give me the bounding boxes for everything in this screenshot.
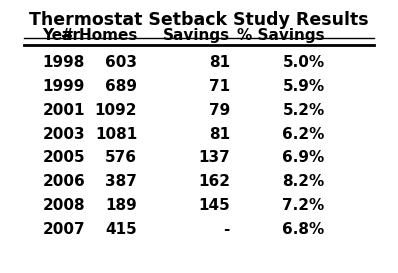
Text: 8.2%: 8.2% <box>282 174 325 189</box>
Text: 6.2%: 6.2% <box>282 127 325 142</box>
Text: 387: 387 <box>105 174 137 189</box>
Text: 5.0%: 5.0% <box>283 55 325 70</box>
Text: % Savings: % Savings <box>237 28 325 43</box>
Text: 1999: 1999 <box>43 79 85 94</box>
Text: 2003: 2003 <box>43 127 85 142</box>
Text: 145: 145 <box>198 198 230 213</box>
Text: 162: 162 <box>198 174 230 189</box>
Text: 6.9%: 6.9% <box>282 150 325 165</box>
Text: 137: 137 <box>198 150 230 165</box>
Text: 1081: 1081 <box>95 127 137 142</box>
Text: # Homes: # Homes <box>61 28 137 43</box>
Text: 7.2%: 7.2% <box>282 198 325 213</box>
Text: 71: 71 <box>209 79 230 94</box>
Text: 1998: 1998 <box>43 55 85 70</box>
Text: 576: 576 <box>105 150 137 165</box>
Text: 2007: 2007 <box>43 222 85 237</box>
Text: 81: 81 <box>209 127 230 142</box>
Text: 2006: 2006 <box>43 174 85 189</box>
Text: 603: 603 <box>105 55 137 70</box>
Text: 2001: 2001 <box>43 103 85 118</box>
Text: 2008: 2008 <box>43 198 85 213</box>
Text: 79: 79 <box>209 103 230 118</box>
Text: 81: 81 <box>209 55 230 70</box>
Text: 189: 189 <box>105 198 137 213</box>
Text: 1092: 1092 <box>95 103 137 118</box>
Text: Year: Year <box>43 28 80 43</box>
Text: 2005: 2005 <box>43 150 85 165</box>
Text: 5.2%: 5.2% <box>282 103 325 118</box>
Text: 5.9%: 5.9% <box>283 79 325 94</box>
Text: -: - <box>224 222 230 237</box>
Text: 415: 415 <box>105 222 137 237</box>
Text: 6.8%: 6.8% <box>282 222 325 237</box>
Text: 689: 689 <box>105 79 137 94</box>
Text: Thermostat Setback Study Results: Thermostat Setback Study Results <box>29 11 369 29</box>
Text: Savings: Savings <box>163 28 230 43</box>
